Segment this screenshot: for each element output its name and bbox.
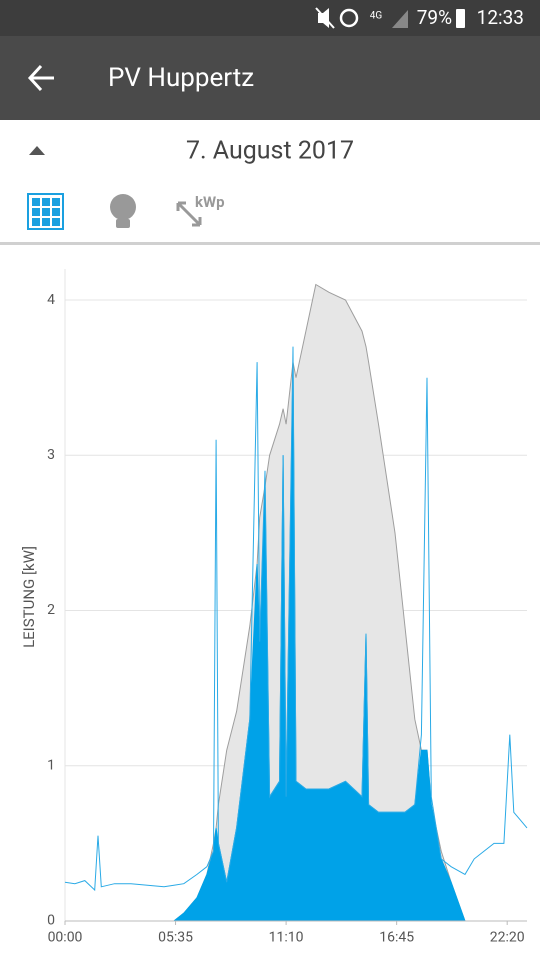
status-bar	[0, 0, 540, 36]
x-tick-label: 00:00	[48, 930, 83, 946]
collapse-toggle[interactable]	[29, 146, 45, 155]
y-axis-label: LEISTUNG [kW]	[20, 546, 38, 648]
mute-slash	[315, 7, 335, 29]
status-icons	[315, 7, 465, 29]
y-tick-label: 2	[47, 602, 55, 618]
alarm-icon	[339, 8, 359, 28]
x-tick-label: 16:45	[379, 930, 414, 946]
panel-view-button[interactable]	[27, 193, 64, 230]
network-label: 4G	[370, 11, 383, 22]
y-tick-label: 0	[47, 913, 55, 929]
y-tick-label: 4	[47, 292, 55, 308]
kwp-view-button[interactable]: kWp	[176, 193, 225, 227]
app-bar	[0, 36, 540, 120]
app-title: PV Huppertz	[108, 63, 254, 93]
back-button[interactable]	[27, 64, 54, 92]
x-tick-label: 05:35	[158, 930, 193, 946]
date-label[interactable]: 7. August 2017	[186, 137, 354, 166]
kwp-label: kWp	[195, 193, 225, 211]
clock: 12:33	[477, 6, 524, 29]
battery-label: 79%	[417, 6, 452, 29]
battery-icon	[456, 9, 465, 28]
plot: 0 1 2 3 4 00:00 05:35 11:10 16:45 22:20	[47, 269, 528, 946]
signal-icon	[392, 10, 408, 28]
line	[64, 346, 528, 892]
consumption-view-button[interactable]	[110, 194, 136, 228]
divider	[0, 242, 540, 245]
y-tick-label: 1	[47, 757, 55, 773]
y-tick-label: 3	[47, 447, 55, 463]
x-tick-label: 22:20	[490, 930, 525, 946]
x-tick-label: 11:10	[269, 930, 304, 946]
